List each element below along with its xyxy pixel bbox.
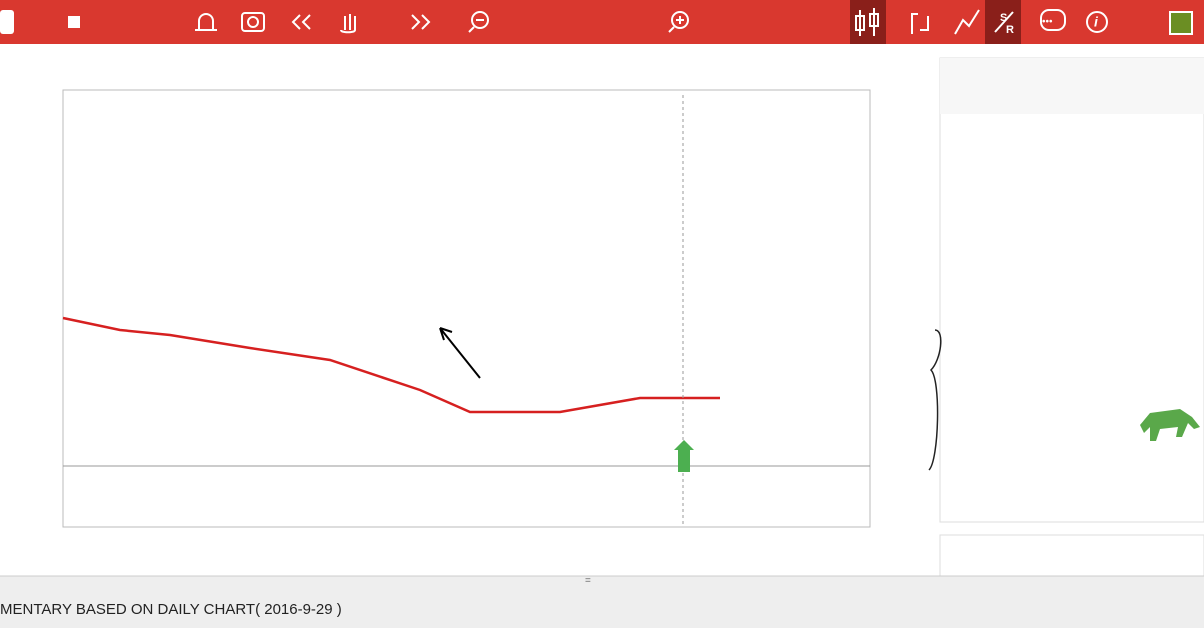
bull-icon	[1140, 409, 1200, 441]
camera-icon[interactable]	[241, 12, 265, 32]
plot-area	[62, 89, 871, 528]
checkbox[interactable]	[68, 16, 80, 28]
s-label: S	[1000, 12, 1007, 24]
callout-arrow	[439, 327, 481, 379]
tool-icons	[195, 0, 1193, 44]
zoom-out-icon[interactable]	[471, 11, 489, 29]
bell-icon[interactable]	[195, 13, 217, 31]
alert-arrow	[674, 440, 694, 472]
zoom-in-icon[interactable]	[671, 11, 689, 29]
resize-handle[interactable]: =	[585, 576, 591, 587]
toolbar	[0, 0, 1204, 44]
chat-dots: •••	[1042, 17, 1053, 28]
candle-icon	[855, 8, 879, 36]
info-i: i	[1094, 14, 1099, 30]
panel-header	[940, 58, 1204, 114]
chat-icon[interactable]	[1040, 9, 1066, 31]
info-icon[interactable]	[1086, 11, 1108, 33]
footer-bar	[0, 576, 1204, 628]
camera-lens	[247, 16, 259, 28]
sr-icon	[994, 11, 1014, 33]
forward-icon[interactable]	[411, 14, 431, 30]
tech-panel	[939, 57, 1204, 523]
ohlc-icon[interactable]	[911, 13, 929, 34]
hand-icon[interactable]	[340, 14, 356, 34]
back-icon[interactable]	[291, 14, 311, 30]
search-box[interactable]	[0, 10, 14, 34]
color-icon[interactable]	[1169, 11, 1193, 35]
line-icon[interactable]	[954, 9, 980, 35]
brace	[928, 329, 942, 471]
r-label: R	[1006, 24, 1014, 36]
footer-text: MENTARY BASED ON DAILY CHART( 2016-9-29 …	[0, 601, 342, 618]
moving-average	[62, 316, 720, 414]
